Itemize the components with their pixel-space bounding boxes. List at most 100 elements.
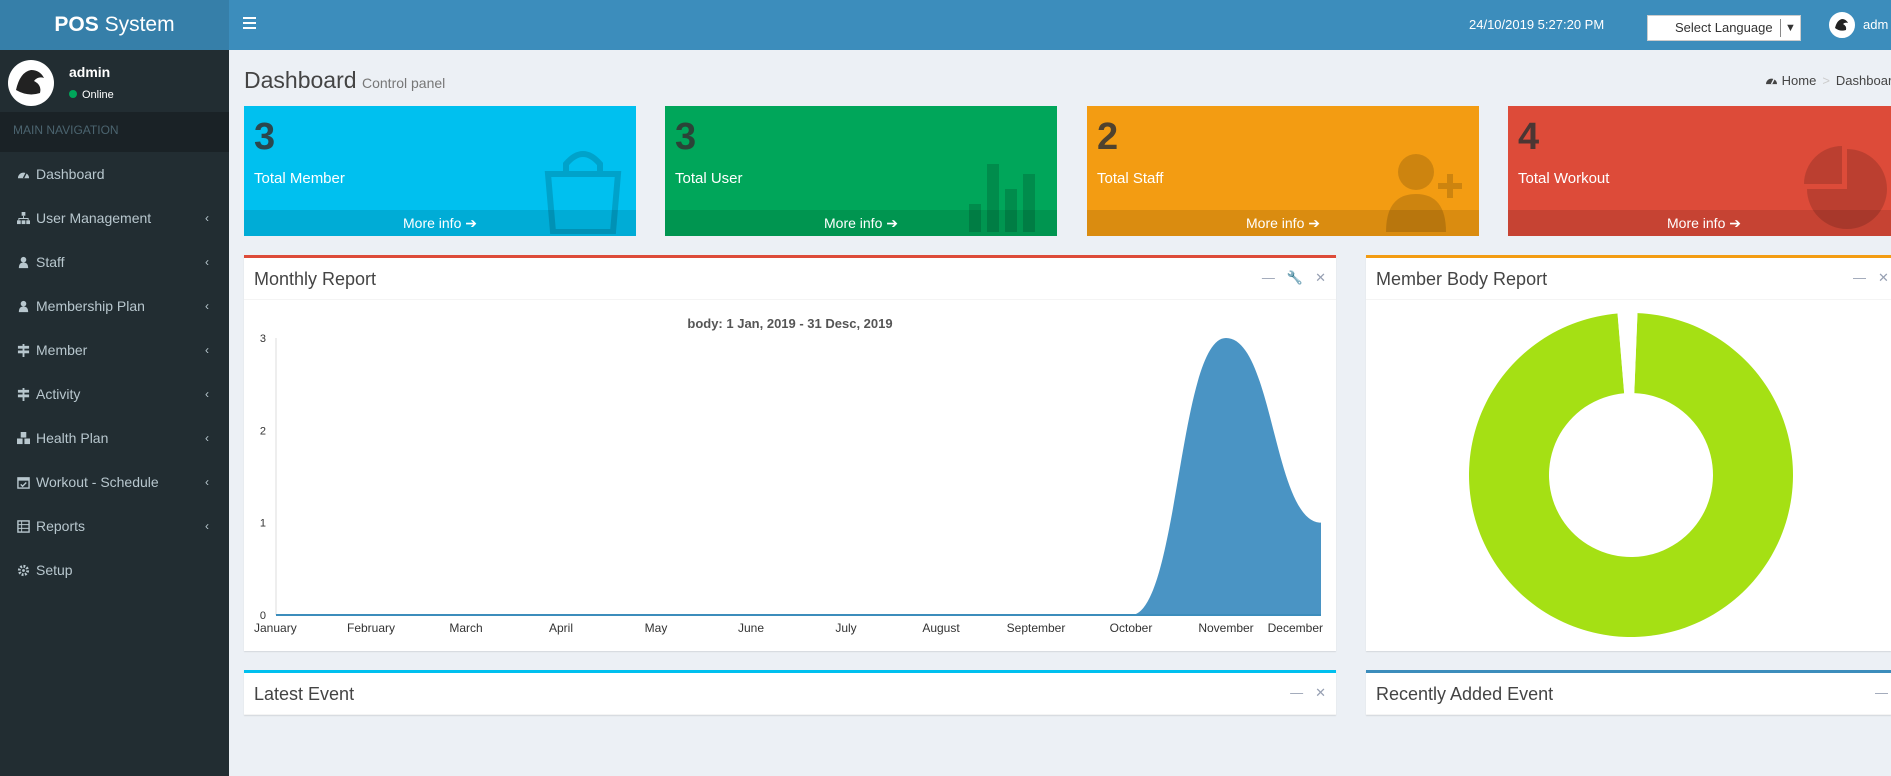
member-body-donut-chart bbox=[1469, 313, 1793, 637]
app-logo[interactable]: POS System bbox=[0, 0, 229, 50]
box-title: Monthly Report bbox=[254, 269, 377, 289]
user-panel: admin Online bbox=[0, 50, 229, 112]
nav-menu: Dashboard User Management ‹ Staff ‹ Memb… bbox=[0, 152, 229, 592]
minus-icon[interactable]: — bbox=[1290, 685, 1304, 700]
minus-icon[interactable]: — bbox=[1875, 685, 1888, 700]
table-icon bbox=[17, 520, 30, 533]
sidebar-item-label: Membership Plan bbox=[36, 298, 145, 314]
monthly-area-chart: 0 1 2 3 January February March April May June July… bbox=[254, 333, 1323, 635]
chevron-left-icon: ‹ bbox=[205, 475, 209, 489]
minus-icon[interactable]: — bbox=[1261, 270, 1275, 285]
logo-bold: POS bbox=[54, 13, 99, 36]
stat-label: Total Workout bbox=[1518, 170, 1610, 187]
stat-value: 3 bbox=[675, 116, 697, 158]
stat-box-total-workout: 4 Total Workout More info ➔ bbox=[1508, 106, 1891, 236]
page-subtitle: Control panel bbox=[362, 75, 446, 91]
breadcrumb-current: Dashboard bbox=[1835, 73, 1891, 88]
gear-icon bbox=[17, 564, 30, 577]
user-avatar[interactable] bbox=[1829, 12, 1855, 38]
box-tools: — ✕ bbox=[1841, 270, 1889, 286]
stat-box-total-user: 3 Total User More info ➔ bbox=[665, 106, 1057, 236]
user-plus-icon bbox=[1386, 154, 1462, 232]
donut-slice bbox=[1617, 313, 1638, 394]
sidebar-item-label: Health Plan bbox=[36, 430, 109, 446]
wrench-icon[interactable]: 🔧 bbox=[1286, 270, 1304, 285]
more-info-link[interactable]: More info ➔ bbox=[665, 210, 1057, 236]
chevron-left-icon: ‹ bbox=[205, 211, 209, 225]
close-icon[interactable]: ✕ bbox=[1878, 270, 1889, 285]
more-info-link[interactable]: More info ➔ bbox=[244, 210, 636, 236]
sidebar-item-label: Dashboard bbox=[36, 166, 105, 182]
sidebar-item-staff[interactable]: Staff ‹ bbox=[0, 240, 229, 284]
sidebar-item-label: Setup bbox=[36, 562, 73, 578]
sidebar-item-health-plan[interactable]: Health Plan ‹ bbox=[0, 416, 229, 460]
chevron-left-icon: ‹ bbox=[205, 387, 209, 401]
more-info-link[interactable]: More info ➔ bbox=[1508, 210, 1891, 236]
x-tick-label: December bbox=[1268, 621, 1323, 635]
sidebar-item-dashboard[interactable]: Dashboard bbox=[0, 152, 229, 196]
sidebar-item-label: User Management bbox=[36, 210, 152, 226]
user-icon bbox=[18, 256, 29, 269]
sitemap-icon bbox=[17, 212, 30, 225]
donut-slice bbox=[1469, 313, 1793, 637]
box-header: Latest Event — ✕ bbox=[244, 673, 1336, 715]
stat-value: 3 bbox=[254, 116, 276, 158]
sidebar-avatar bbox=[8, 60, 54, 106]
member-body-report-box: Member Body Report — ✕ bbox=[1366, 255, 1891, 651]
sidebar-toggle-icon[interactable] bbox=[243, 17, 256, 29]
sidebar-item-label: Activity bbox=[36, 386, 81, 402]
current-datetime: 24/10/2019 5:27:20 PM bbox=[1469, 17, 1605, 32]
logo-rest: System bbox=[98, 13, 175, 36]
y-tick-label: 2 bbox=[260, 425, 266, 437]
chevron-left-icon: ‹ bbox=[205, 299, 209, 313]
x-tick-label: September bbox=[1007, 621, 1066, 635]
close-icon[interactable]: ✕ bbox=[1315, 685, 1326, 700]
sidebar-item-setup[interactable]: Setup bbox=[0, 548, 229, 592]
box-title: Member Body Report bbox=[1376, 269, 1548, 289]
breadcrumb-home[interactable]: Home bbox=[1781, 73, 1817, 88]
arrow-circle-right-icon: ➔ bbox=[1308, 215, 1320, 231]
box-tools: — ✕ bbox=[1278, 685, 1326, 701]
stat-label: Total User bbox=[675, 170, 743, 187]
sidebar-item-membership-plan[interactable]: Membership Plan ‹ bbox=[0, 284, 229, 328]
box-tools: — bbox=[1863, 685, 1888, 700]
sidebar-item-activity[interactable]: Activity ‹ bbox=[0, 372, 229, 416]
x-tick-label: August bbox=[922, 621, 960, 635]
minus-icon[interactable]: — bbox=[1853, 270, 1866, 285]
language-select[interactable]: Select Language ▼ bbox=[1647, 15, 1801, 41]
sidebar-item-reports[interactable]: Reports ‹ bbox=[0, 504, 229, 548]
y-tick-label: 1 bbox=[260, 518, 266, 530]
chart-title: body: 1 Jan, 2019 - 31 Desc, 2019 bbox=[687, 316, 893, 331]
top-user-name[interactable]: adm bbox=[1863, 17, 1889, 32]
arrow-circle-right-icon: ➔ bbox=[886, 215, 898, 231]
box-title: Latest Event bbox=[254, 684, 355, 704]
sidebar-item-label: Reports bbox=[36, 518, 86, 534]
signpost-icon bbox=[17, 344, 30, 357]
shopping-bag-icon bbox=[544, 151, 622, 234]
dropdown-arrow-icon: ▼ bbox=[1780, 19, 1800, 37]
sidebar-item-member[interactable]: Member ‹ bbox=[0, 328, 229, 372]
area-series bbox=[276, 338, 1321, 615]
online-status: Online bbox=[69, 89, 114, 101]
language-select-label: Select Language bbox=[1675, 20, 1773, 35]
close-icon[interactable]: ✕ bbox=[1315, 270, 1326, 285]
chevron-left-icon: ‹ bbox=[205, 343, 209, 357]
pie-chart-icon bbox=[1804, 146, 1887, 229]
stat-value: 2 bbox=[1097, 116, 1119, 158]
sidebar-item-user-management[interactable]: User Management ‹ bbox=[0, 196, 229, 240]
chevron-left-icon: ‹ bbox=[205, 431, 209, 445]
sidebar-item-workout-schedule[interactable]: Workout - Schedule ‹ bbox=[0, 460, 229, 504]
x-tick-label: January bbox=[254, 621, 297, 635]
nav-section-header: MAIN NAVIGATION bbox=[0, 112, 229, 152]
stat-label: Total Member bbox=[254, 170, 345, 187]
sidebar-user-name: admin bbox=[69, 64, 111, 80]
sidebar-item-label: Staff bbox=[36, 254, 65, 270]
more-info-link[interactable]: More info ➔ bbox=[1087, 210, 1479, 236]
x-tick-label: March bbox=[449, 621, 482, 635]
sidebar: admin Online MAIN NAVIGATION Dashboard U… bbox=[0, 50, 229, 776]
stat-label: Total Staff bbox=[1097, 170, 1164, 187]
arrow-circle-right-icon: ➔ bbox=[465, 215, 477, 231]
recently-added-event-box: Recently Added Event — bbox=[1366, 670, 1891, 715]
latest-event-box: Latest Event — ✕ bbox=[244, 670, 1336, 715]
box-header: Monthly Report — 🔧 ✕ bbox=[244, 258, 1336, 300]
